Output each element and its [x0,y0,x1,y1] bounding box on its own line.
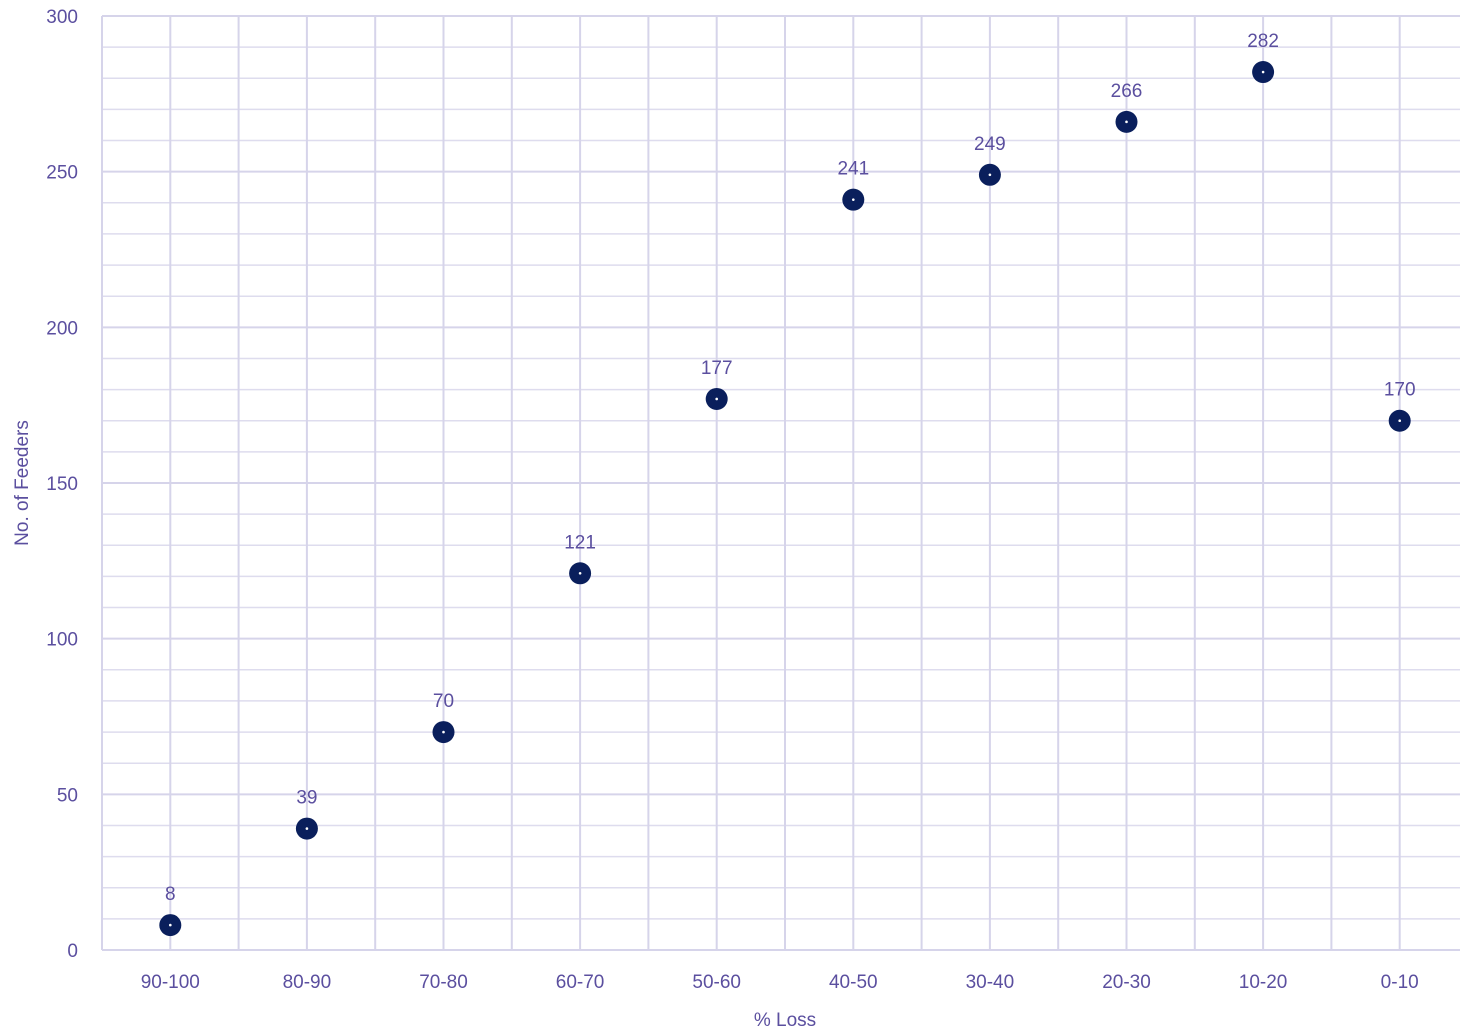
data-label: 170 [1384,380,1416,401]
data-label: 249 [974,134,1006,155]
y-tick-label: 300 [46,7,78,28]
data-labels: 8 39 70 121 177 241 249 266 282 170 [165,31,1416,905]
gridlines [101,15,1460,951]
x-tick-label: 60-70 [556,972,605,993]
y-tick-label: 0 [67,941,78,962]
x-tick-label: 30-40 [966,972,1015,993]
data-point-center [988,173,992,177]
y-tick-label: 200 [46,318,78,339]
data-point-center [578,571,582,575]
data-point-center [305,827,309,830]
x-axis-title: % Loss [754,1010,816,1031]
data-point-center [852,198,855,201]
data-points [159,61,1411,937]
data-point-center [1125,120,1128,124]
data-point-center [1398,419,1401,423]
x-axis-ticks: 90-100 80-90 70-80 60-70 50-60 40-50 30-40 20-3… [141,972,1419,993]
x-tick-label: 50-60 [692,972,741,993]
x-tick-label: 10-20 [1239,972,1288,993]
y-axis-title: No. of Feeders [12,420,33,546]
data-label: 70 [433,691,454,712]
data-point-center [169,923,172,927]
y-tick-label: 100 [46,630,78,651]
x-tick-label: 0-10 [1381,972,1419,993]
x-tick-label: 80-90 [283,972,332,993]
data-point-center [715,397,718,401]
y-tick-label: 50 [57,785,78,806]
data-label: 8 [165,884,176,905]
x-tick-label: 70-80 [419,972,468,993]
y-axis-ticks: 0 50 100 150 200 250 300 [46,7,78,962]
data-label: 177 [701,358,733,379]
y-tick-label: 150 [46,474,78,495]
x-tick-label: 40-50 [829,972,878,993]
data-point-center [1261,70,1265,74]
x-tick-label: 90-100 [141,972,200,993]
x-tick-label: 20-30 [1102,972,1151,993]
data-label: 241 [837,159,869,180]
data-label: 282 [1247,31,1279,52]
data-label: 121 [564,532,596,553]
data-label: 266 [1111,81,1143,102]
y-tick-label: 250 [46,163,78,184]
data-label: 39 [296,788,317,809]
data-point-center [442,730,445,734]
